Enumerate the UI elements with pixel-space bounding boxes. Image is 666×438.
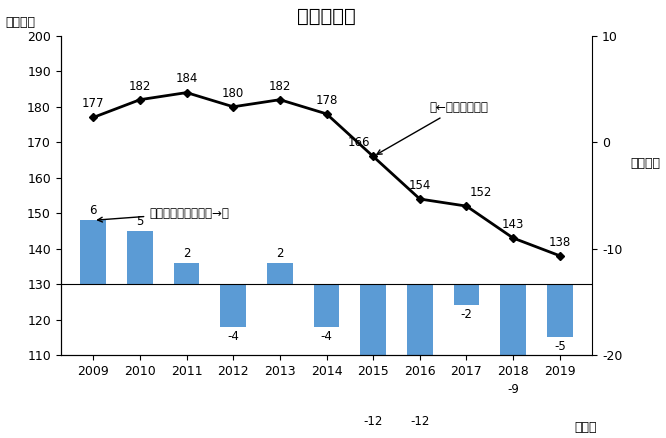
Text: 177: 177 — [82, 97, 105, 110]
Text: 138: 138 — [549, 236, 571, 249]
Text: 182: 182 — [129, 80, 151, 92]
Text: 182: 182 — [268, 80, 291, 92]
Y-axis label: （万人）: （万人） — [6, 17, 36, 29]
Text: -9: -9 — [507, 383, 519, 396]
Text: 178: 178 — [316, 94, 338, 107]
Text: 152: 152 — [470, 186, 492, 199]
Text: 143: 143 — [502, 218, 524, 231]
Title: －男女計－: －男女計－ — [297, 7, 356, 26]
Bar — [81, 220, 106, 284]
Text: 5: 5 — [137, 215, 144, 228]
Y-axis label: （万人）: （万人） — [631, 157, 661, 170]
Text: （←左目盛）実数: （←左目盛）実数 — [377, 101, 488, 154]
Bar — [174, 263, 199, 284]
Text: 対前年増減（右目盛→）: 対前年増減（右目盛→） — [98, 207, 229, 222]
Text: -12: -12 — [410, 415, 430, 427]
Text: 184: 184 — [175, 73, 198, 85]
Bar — [547, 284, 573, 337]
Text: -4: -4 — [320, 329, 332, 343]
Bar — [360, 284, 386, 412]
Text: 154: 154 — [409, 179, 431, 192]
Bar — [127, 231, 153, 284]
Text: -4: -4 — [227, 329, 239, 343]
Bar — [220, 284, 246, 327]
Text: 2: 2 — [183, 247, 190, 260]
Bar — [267, 263, 293, 284]
Text: 6: 6 — [89, 205, 97, 217]
Text: （年）: （年） — [575, 420, 597, 434]
Text: -12: -12 — [364, 415, 383, 427]
Bar — [454, 284, 480, 305]
Text: -2: -2 — [461, 308, 472, 321]
Text: 166: 166 — [348, 136, 370, 149]
Text: 180: 180 — [222, 87, 244, 100]
Bar — [500, 284, 526, 380]
Text: 2: 2 — [276, 247, 284, 260]
Bar — [407, 284, 433, 412]
Bar — [314, 284, 340, 327]
Text: -5: -5 — [554, 340, 565, 353]
